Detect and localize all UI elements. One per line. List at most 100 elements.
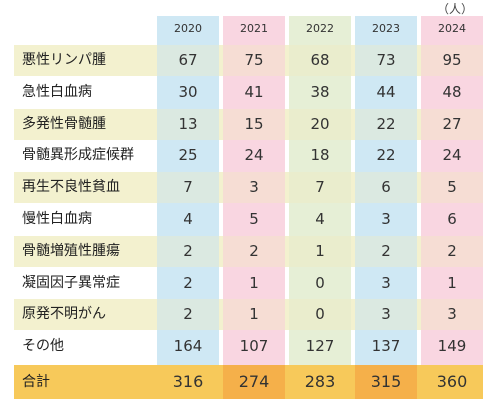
table-cell: 127 — [305, 337, 335, 356]
total-label: 合計 — [22, 374, 50, 390]
table-cell: 1 — [249, 273, 259, 292]
table-cell: 44 — [376, 82, 396, 101]
table-cell: 22 — [376, 146, 396, 165]
row-band — [14, 108, 157, 140]
table-row: 凝固因子異常症 2 1 0 3 1 — [14, 268, 483, 299]
table-cell: 107 — [239, 337, 269, 356]
row-band-tint — [157, 108, 219, 140]
table-cell: 3 — [249, 178, 259, 197]
row-band-tint — [355, 299, 417, 331]
column-background-2021 — [223, 16, 285, 365]
row-label: 骨髄異形成症候群 — [22, 147, 134, 164]
table-cell: 2 — [249, 241, 259, 260]
row-band-gap — [219, 235, 223, 267]
table-cell: 4 — [183, 210, 193, 228]
table-cell: 2 — [183, 305, 193, 324]
total-label-background — [14, 365, 157, 399]
table-row: 原発不明がん 2 1 0 3 3 — [14, 299, 483, 331]
table-cell: 20 — [310, 114, 330, 133]
table-cell: 13 — [178, 114, 198, 133]
row-band-gap — [285, 45, 289, 76]
table-cell: 137 — [371, 337, 401, 356]
table-cell: 0 — [315, 305, 325, 324]
table-cell: 3 — [381, 210, 391, 228]
table-cell: 2 — [183, 241, 193, 260]
row-band-gap — [417, 235, 421, 267]
row-band-tint — [355, 235, 417, 267]
row-label: 骨髄増殖性腫瘍 — [22, 242, 120, 259]
row-band-gap — [417, 108, 421, 140]
table-row: 慢性白血病 4 5 4 3 6 — [14, 204, 483, 235]
table-cell: 1 — [315, 241, 325, 260]
row-band-tint — [223, 108, 285, 140]
table-cell: 7 — [183, 178, 193, 197]
row-band-gap — [417, 45, 421, 76]
row-band-gap — [285, 108, 289, 140]
table-cell: 95 — [442, 51, 462, 69]
row-band-gap — [417, 299, 421, 331]
table-cell: 6 — [381, 178, 391, 197]
table-cell: 164 — [173, 337, 203, 356]
row-band-tint — [223, 299, 285, 331]
table-cell: 7 — [315, 178, 325, 197]
row-band-tint — [421, 45, 483, 76]
row-band-tint — [355, 108, 417, 140]
row-band-gap — [351, 235, 355, 267]
row-band-tint — [223, 172, 285, 204]
row-band-gap — [219, 45, 223, 76]
total-gap-background — [417, 365, 421, 399]
table-cell: 5 — [447, 178, 457, 197]
total-cell: 283 — [304, 372, 336, 391]
total-cell: 316 — [172, 372, 204, 391]
total-cell-background — [355, 365, 417, 399]
table-cell: 73 — [376, 51, 396, 69]
table-row: 急性白血病 30 41 38 44 48 — [14, 77, 483, 108]
table-cell: 24 — [442, 146, 462, 165]
row-band-gap — [351, 299, 355, 331]
row-label: その他 — [22, 338, 64, 355]
row-label: 慢性白血病 — [22, 211, 92, 227]
row-band-tint — [157, 172, 219, 204]
row-label: 急性白血病 — [22, 83, 92, 100]
table-cell: 15 — [244, 114, 264, 133]
row-band — [14, 235, 157, 267]
table-cell: 5 — [249, 210, 259, 228]
table-cell: 68 — [310, 51, 330, 69]
table-cell: 67 — [178, 51, 198, 69]
row-band-gap — [417, 172, 421, 204]
row-band-gap — [351, 172, 355, 204]
row-label: 再生不良性貧血 — [22, 179, 120, 196]
table-cell: 38 — [310, 82, 330, 101]
unit-label: （人） — [436, 2, 473, 16]
total-gap-background — [219, 365, 223, 399]
table-cell: 3 — [381, 305, 391, 324]
row-band-gap — [351, 108, 355, 140]
row-band-tint — [355, 172, 417, 204]
row-band-tint — [289, 172, 351, 204]
column-background-2020 — [157, 16, 219, 365]
table-cell: 2 — [381, 241, 391, 260]
row-band-gap — [351, 45, 355, 76]
table-cell: 22 — [376, 114, 396, 133]
table-cell: 6 — [447, 210, 457, 228]
row-band-tint — [421, 108, 483, 140]
total-cell: 274 — [238, 372, 270, 391]
table-cell: 3 — [381, 273, 391, 292]
row-band-tint — [289, 45, 351, 76]
total-cell-background — [223, 365, 285, 399]
column-background-2024 — [421, 16, 483, 365]
table-cell: 48 — [442, 82, 462, 101]
table-cell: 1 — [249, 305, 259, 324]
table-cell: 2 — [447, 241, 457, 260]
table-cell: 1 — [447, 273, 457, 292]
row-band-gap — [285, 235, 289, 267]
table-row: 多発性骨髄腫 13 15 20 22 27 — [14, 108, 483, 140]
row-band — [14, 172, 157, 204]
table-row: 骨髄増殖性腫瘍 2 2 1 2 2 — [14, 235, 483, 267]
row-band-tint — [355, 45, 417, 76]
row-label: 凝固因子異常症 — [22, 274, 120, 291]
column-header-2020: 2020 — [174, 21, 202, 35]
table-cell: 41 — [244, 82, 264, 101]
table-row: その他 164 107 127 137 149 — [14, 331, 483, 362]
table-cell: 3 — [447, 305, 457, 324]
